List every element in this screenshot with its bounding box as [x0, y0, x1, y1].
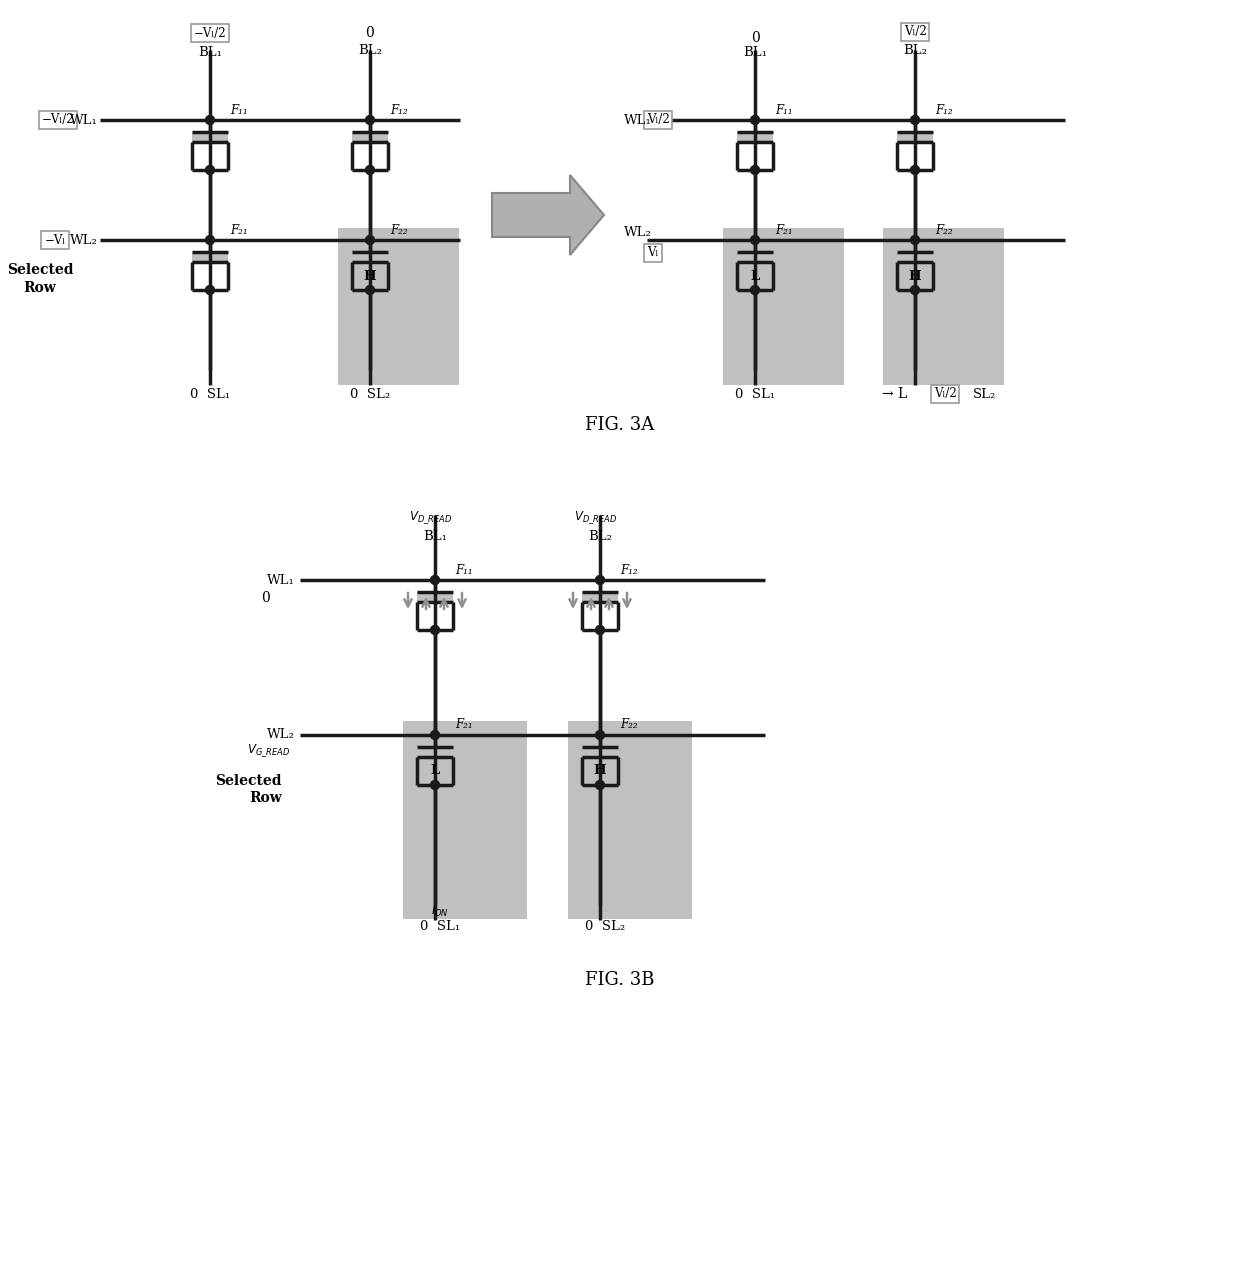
Text: BL₁: BL₁	[743, 47, 766, 60]
Circle shape	[430, 730, 439, 739]
Bar	[417, 592, 453, 602]
Text: L: L	[750, 269, 760, 282]
Text: H: H	[363, 269, 376, 282]
Bar	[582, 592, 618, 602]
Bar	[737, 251, 773, 262]
Circle shape	[750, 235, 759, 245]
Bar	[883, 229, 1004, 385]
Circle shape	[430, 575, 439, 584]
Circle shape	[595, 575, 605, 584]
Text: H: H	[594, 765, 606, 777]
Bar	[897, 132, 932, 142]
Text: BL₁: BL₁	[198, 46, 222, 58]
Text: BL₂: BL₂	[588, 531, 613, 544]
Text: F₂₁: F₂₁	[455, 719, 472, 732]
Text: L: L	[430, 765, 440, 777]
Text: Vₗ/2: Vₗ/2	[934, 387, 956, 400]
Text: −Vₗ: −Vₗ	[45, 234, 66, 246]
Text: Selected: Selected	[6, 263, 73, 277]
Text: BL₁: BL₁	[423, 531, 446, 544]
Text: 0: 0	[366, 25, 374, 39]
Text: F₂₂: F₂₂	[935, 224, 952, 236]
Circle shape	[206, 165, 215, 174]
Circle shape	[750, 286, 759, 295]
Circle shape	[750, 116, 759, 124]
Circle shape	[910, 286, 920, 295]
Bar	[352, 251, 388, 262]
Bar	[192, 251, 228, 262]
Circle shape	[206, 286, 215, 295]
Text: Vₗ/2: Vₗ/2	[646, 113, 670, 127]
Bar	[723, 229, 844, 385]
Text: F₁₂: F₁₂	[620, 564, 637, 577]
Text: F₂₂: F₂₂	[620, 719, 637, 732]
Text: WL₂: WL₂	[267, 729, 295, 742]
Text: BL₂: BL₂	[358, 43, 382, 56]
Circle shape	[366, 165, 374, 174]
Circle shape	[595, 626, 605, 635]
Text: F₁₁: F₁₁	[229, 103, 248, 117]
Text: SL₂: SL₂	[973, 387, 997, 400]
Circle shape	[430, 781, 439, 790]
Circle shape	[366, 286, 374, 295]
Text: F₂₁: F₂₁	[775, 224, 792, 236]
Bar	[737, 132, 773, 142]
Text: 0: 0	[262, 591, 270, 605]
Text: F₁₁: F₁₁	[455, 564, 472, 577]
Text: F₂₁: F₂₁	[229, 224, 248, 236]
Circle shape	[206, 116, 215, 124]
Circle shape	[750, 165, 759, 174]
Text: Selected: Selected	[216, 773, 281, 787]
Bar	[582, 747, 618, 757]
Bar	[352, 132, 388, 142]
Text: 0  SL₁: 0 SL₁	[420, 921, 460, 933]
Text: F₂₂: F₂₂	[391, 224, 408, 236]
Circle shape	[595, 730, 605, 739]
Circle shape	[366, 235, 374, 245]
Text: 0  SL₂: 0 SL₂	[585, 921, 625, 933]
Text: WL₂: WL₂	[624, 226, 652, 239]
Text: F₁₂: F₁₂	[935, 103, 952, 117]
Text: Vₗ: Vₗ	[647, 246, 658, 259]
Circle shape	[910, 235, 920, 245]
Text: FIG. 3A: FIG. 3A	[585, 417, 655, 434]
Bar	[192, 132, 228, 142]
Text: H: H	[909, 269, 921, 282]
Text: WL₁: WL₁	[624, 113, 652, 127]
Bar	[403, 721, 527, 919]
Text: WL₁: WL₁	[268, 574, 295, 587]
Circle shape	[366, 116, 374, 124]
Circle shape	[910, 116, 920, 124]
Text: 0  SL₁: 0 SL₁	[190, 387, 231, 400]
Circle shape	[910, 165, 920, 174]
Text: Row: Row	[249, 791, 281, 805]
Polygon shape	[492, 175, 604, 255]
Circle shape	[430, 626, 439, 635]
Text: $V_{G\_READ}$: $V_{G\_READ}$	[247, 743, 290, 759]
Bar	[897, 251, 932, 262]
Text: 0  SL₁: 0 SL₁	[735, 387, 775, 400]
Text: $I_{ON}$: $I_{ON}$	[432, 903, 449, 918]
Text: F₁₂: F₁₂	[391, 103, 408, 117]
Text: BL₂: BL₂	[903, 44, 928, 57]
Text: $V_{D\_READ}$: $V_{D\_READ}$	[408, 509, 451, 526]
Text: F₁₁: F₁₁	[775, 103, 792, 117]
Text: −Vₗ/2: −Vₗ/2	[193, 27, 227, 39]
Text: 0: 0	[750, 30, 759, 44]
Text: FIG. 3B: FIG. 3B	[585, 972, 655, 989]
Text: WL₂: WL₂	[71, 234, 98, 246]
Text: WL₁: WL₁	[71, 113, 98, 127]
Bar	[417, 747, 453, 757]
Circle shape	[595, 781, 605, 790]
Text: $V_{D\_READ}$: $V_{D\_READ}$	[574, 509, 616, 526]
Bar	[339, 229, 459, 385]
Text: → L: → L	[883, 387, 908, 401]
Bar	[568, 721, 692, 919]
Text: 0  SL₂: 0 SL₂	[350, 387, 391, 400]
Text: Vₗ/2: Vₗ/2	[904, 25, 926, 38]
Text: Row: Row	[24, 281, 56, 295]
Circle shape	[206, 235, 215, 245]
Text: −Vₗ/2: −Vₗ/2	[42, 113, 74, 127]
